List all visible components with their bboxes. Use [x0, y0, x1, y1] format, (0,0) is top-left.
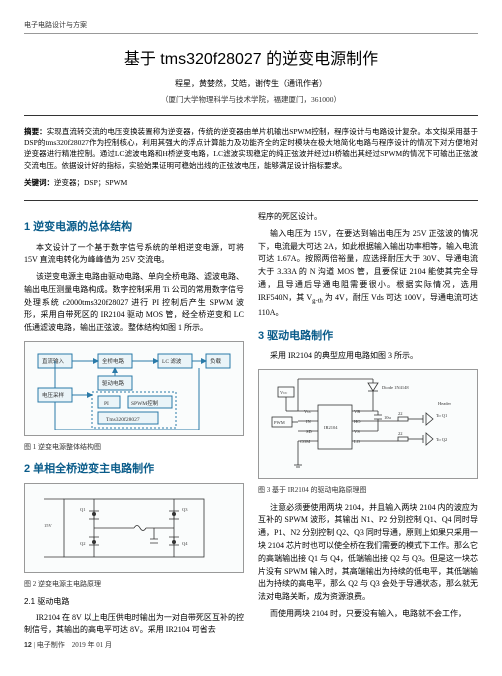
- abstract-label: 摘要：: [24, 127, 47, 136]
- divider: [24, 115, 478, 116]
- header-category: 电子电路设计与方案: [24, 20, 478, 34]
- body-text: IR2104 在 8V 以上电压供电时输出为一对自带死区互补的控制信号，其输出的…: [24, 612, 244, 638]
- block-diagram-svg: 直流输入 全桥电路 LC 滤波 负载 驱动电路 电压采样 PI SPWM控制 T…: [34, 348, 234, 430]
- svg-text:Q4: Q4: [182, 541, 188, 546]
- svg-text:10u: 10u: [384, 415, 392, 420]
- body-text: 本文设计了一个基于数字信号系统的单相逆变电源，可将 15V 直流电转化为峰峰值为…: [24, 242, 244, 268]
- svg-text:22: 22: [398, 411, 403, 416]
- left-column: 1 逆变电源的总体结构 本文设计了一个基于数字信号系统的单相逆变电源，可将 15…: [24, 211, 244, 641]
- svg-text:Q1: Q1: [80, 507, 86, 512]
- authors: 程星，黄婪然，艾皓，谢传生（通讯作者）: [24, 78, 478, 90]
- svg-text:Tms320f28027: Tms320f28027: [106, 416, 140, 423]
- keywords-text: 逆变器；DSP；SPWM: [54, 178, 127, 187]
- body-text: 注意必须要使用两块 2104，并且输入两块 2104 内的波应为互补的 SPWM…: [258, 502, 478, 604]
- section-1-title: 1 逆变电源的总体结构: [24, 219, 244, 236]
- svg-text:IN: IN: [306, 419, 311, 424]
- svg-text:驱动电路: 驱动电路: [102, 379, 125, 387]
- issue-date: 2019 年 01 月: [72, 641, 112, 649]
- svg-text:15V: 15V: [44, 523, 53, 528]
- svg-text:To Q1: To Q1: [436, 413, 447, 418]
- circuit-svg: Q1 Q2 Q3 Q4 15V: [34, 489, 234, 567]
- body-text: 输入电压为 15V，在要达到输出电压为 25V 正弦波的情况下，电流最大可达 2…: [258, 228, 478, 320]
- right-column: 程序的死区设计。 输入电压为 15V，在要达到输出电压为 25V 正弦波的情况下…: [258, 211, 478, 641]
- figure-2-caption: 图 2 逆变电源主电路原理: [24, 579, 244, 590]
- figure-3-caption: 图 3 基于 IR2104 的驱动电路原理图: [258, 485, 478, 496]
- figure-2: Q1 Q2 Q3 Q4 15V: [24, 483, 244, 573]
- body-text: 采用 IR2104 的典型应用电路如图 3 所示。: [258, 350, 478, 363]
- driver-circuit-svg: IR2104 Vcc IN SD COM VB HO VS LO Diode 1…: [268, 375, 468, 473]
- svg-text:SPWM控制: SPWM控制: [131, 399, 159, 407]
- svg-text:Q3: Q3: [182, 507, 188, 512]
- journal-name: 电子制作: [37, 641, 65, 649]
- svg-text:Header: Header: [438, 401, 451, 406]
- body-text: 而使用两块 2104 时，只要没有输入，电路就不会工作，: [258, 608, 478, 621]
- svg-text:电压采样: 电压采样: [42, 391, 65, 399]
- subsection-2-1: 2.1 驱动电路: [24, 596, 244, 608]
- abstract-text: 实现直流转交流的电压变换装置称为逆变器，传统的逆变器由单片机输出SPWM控制，程…: [24, 127, 478, 170]
- keywords-label: 关键词：: [24, 178, 54, 187]
- svg-text:COM: COM: [300, 439, 310, 444]
- body-text: 程序的死区设计。: [258, 211, 478, 224]
- svg-text:Diode 1N4148: Diode 1N4148: [382, 385, 409, 390]
- svg-text:SD: SD: [306, 429, 313, 434]
- svg-text:Q2: Q2: [80, 541, 86, 546]
- svg-text:LC 滤波: LC 滤波: [162, 357, 182, 365]
- svg-text:PWM: PWM: [274, 420, 285, 425]
- svg-text:全桥电路: 全桥电路: [102, 357, 125, 365]
- figure-1: 直流输入 全桥电路 LC 滤波 负载 驱动电路 电压采样 PI SPWM控制 T…: [24, 341, 244, 436]
- section-3-title: 3 驱动电路制作: [258, 328, 478, 345]
- svg-text:Vcc: Vcc: [280, 390, 287, 395]
- svg-text:22: 22: [398, 431, 403, 436]
- divider: [24, 200, 478, 201]
- svg-text:VB: VB: [354, 409, 360, 414]
- svg-text:HO: HO: [354, 419, 361, 424]
- page-footer: 12 | 电子制作 2019 年 01 月: [24, 640, 112, 652]
- abstract: 摘要：实现直流转交流的电压变换装置称为逆变器，传统的逆变器由单片机输出SPWM控…: [24, 126, 478, 171]
- svg-text:IR2104: IR2104: [324, 425, 338, 430]
- svg-text:PI: PI: [104, 401, 109, 407]
- svg-text:VS: VS: [354, 429, 360, 434]
- affiliation: （厦门大学物理科学与技术学院，福建厦门，361000）: [24, 94, 478, 105]
- section-2-title: 2 单相全桥逆变主电路制作: [24, 461, 244, 478]
- svg-text:直流输入: 直流输入: [42, 357, 65, 365]
- body-text: 该逆变电源主电路由驱动电路、单向全桥电路、滤波电路、输出电压测量电路构成。数字控…: [24, 271, 244, 335]
- svg-text:To Q2: To Q2: [436, 437, 447, 442]
- two-column-layout: 1 逆变电源的总体结构 本文设计了一个基于数字信号系统的单相逆变电源，可将 15…: [24, 211, 478, 641]
- page-number: 12: [24, 642, 32, 649]
- keywords: 关键词：逆变器；DSP；SPWM: [24, 177, 478, 188]
- svg-text:Vcc: Vcc: [304, 409, 311, 414]
- svg-text:负载: 负载: [210, 357, 222, 365]
- figure-1-caption: 图 1 逆变电源整体结构图: [24, 442, 244, 453]
- figure-3: IR2104 Vcc IN SD COM VB HO VS LO Diode 1…: [258, 369, 478, 479]
- svg-text:LO: LO: [354, 439, 361, 444]
- paper-title: 基于 tms320f28027 的逆变电源制作: [24, 48, 478, 72]
